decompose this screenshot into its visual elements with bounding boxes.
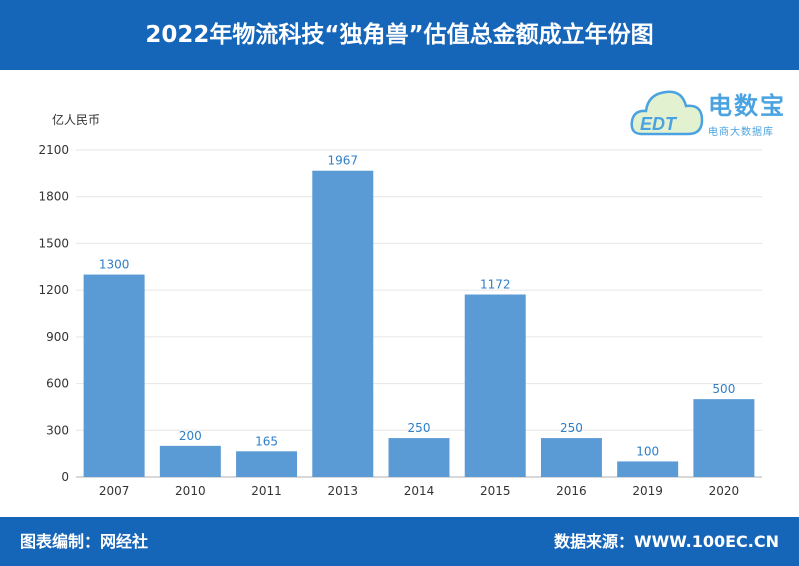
y-tick-label: 2100	[38, 143, 69, 157]
y-tick-label: 300	[46, 423, 69, 437]
x-tick-label: 2016	[556, 484, 587, 498]
x-tick-label: 2013	[328, 484, 359, 498]
data-label: 200	[179, 429, 202, 443]
data-label: 1172	[480, 278, 511, 292]
data-label: 165	[255, 434, 278, 448]
bar	[312, 170, 374, 477]
data-label: 250	[560, 421, 583, 435]
footer-banner: 图表编制：网经社 数据来源：WWW.100EC.CN	[0, 517, 799, 566]
logo-name: 电数宝	[708, 92, 786, 120]
logo-subtitle: 电商大数据库	[708, 127, 774, 138]
data-label: 500	[712, 382, 735, 396]
x-tick-label: 2010	[175, 484, 206, 498]
bar	[159, 445, 221, 477]
x-tick-label: 2020	[709, 484, 740, 498]
title-banner: 2022年物流科技“独角兽”估值总金额成立年份图	[0, 0, 799, 70]
y-tick-label: 0	[61, 470, 69, 484]
y-tick-label: 600	[46, 377, 69, 391]
bar	[540, 438, 602, 477]
y-tick-label: 1200	[38, 283, 69, 297]
x-tick-label: 2007	[99, 484, 130, 498]
bar	[388, 438, 450, 477]
bar	[693, 399, 755, 477]
x-tick-label: 2011	[251, 484, 282, 498]
bar	[83, 274, 145, 477]
logo-badge: EDT	[640, 114, 678, 134]
y-tick-label: 900	[46, 330, 69, 344]
logo: EDT 电数宝 电商大数据库	[628, 76, 798, 146]
y-axis-unit-label: 亿人民币	[52, 113, 101, 127]
bar	[464, 294, 526, 477]
footer-credit: 图表编制：网经社	[20, 532, 149, 551]
bar	[617, 461, 679, 477]
data-label: 1300	[99, 258, 130, 272]
x-tick-label: 2014	[404, 484, 435, 498]
x-tick-label: 2019	[632, 484, 663, 498]
y-tick-label: 1800	[38, 190, 69, 204]
footer-source: 数据来源：WWW.100EC.CN	[553, 532, 779, 551]
y-tick-label: 1500	[38, 236, 69, 250]
data-label: 100	[636, 444, 659, 458]
chart-title: 2022年物流科技“独角兽”估值总金额成立年份图	[145, 22, 654, 48]
bar	[236, 451, 298, 477]
data-label: 250	[408, 421, 431, 435]
data-label: 1967	[328, 154, 359, 168]
x-tick-label: 2015	[480, 484, 511, 498]
cloud-logo-icon: EDT	[630, 90, 704, 136]
